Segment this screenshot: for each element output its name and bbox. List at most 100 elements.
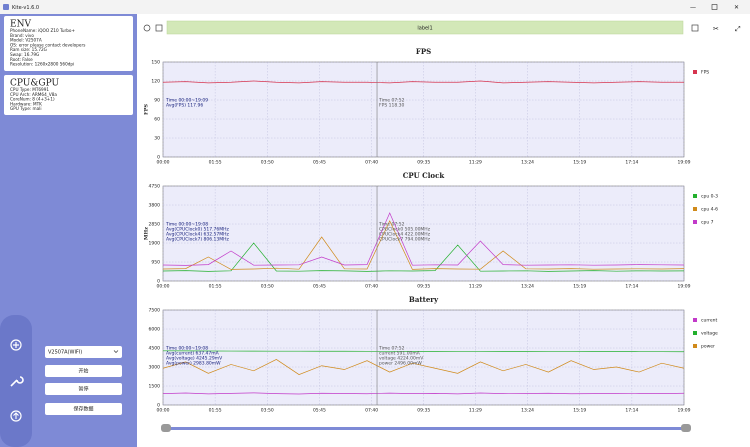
action-button[interactable] — [45, 403, 122, 415]
close[interactable]: ✕ — [734, 4, 739, 11]
action-button-label: 暂停 — [78, 386, 88, 393]
x-tick-label: 07:40 — [365, 160, 378, 166]
env-panel — [4, 16, 133, 71]
tool-icon-3[interactable] — [691, 24, 699, 32]
legend-swatch — [693, 220, 697, 224]
legend-swatch — [693, 194, 697, 198]
summary-text: Avg(CPUClock0) 517.76MHz — [166, 227, 230, 233]
legend-label: FPS — [701, 70, 709, 76]
minimize[interactable]: — — [690, 4, 696, 11]
y-axis-label: MHz — [144, 227, 150, 240]
action-button[interactable] — [45, 365, 122, 377]
x-tick-label: 19:09 — [678, 408, 691, 414]
legend-label: cpu 0-3 — [701, 194, 718, 200]
app-icon — [3, 4, 9, 10]
legend-label: power — [701, 344, 715, 350]
action-button[interactable] — [45, 383, 122, 395]
upload-arrow — [13, 412, 19, 419]
x-tick-label: 03:50 — [261, 160, 274, 166]
y-tick-label: 0 — [157, 155, 160, 161]
x-tick-label: 13:24 — [521, 160, 534, 166]
x-tick-label: 17:14 — [625, 284, 638, 290]
x-tick-label: 07:40 — [365, 408, 378, 414]
add-icon[interactable] — [10, 339, 22, 351]
tool-icon-5[interactable]: ⤢ — [735, 25, 741, 33]
info-line: OS: error please contact developers — [10, 42, 85, 47]
info-line: CPU Arch: ARM64_V8a — [10, 92, 57, 97]
label-text: label1 — [417, 26, 432, 32]
x-tick-label: 15:19 — [573, 408, 586, 414]
x-tick-label: 05:45 — [313, 284, 326, 290]
legend-swatch — [693, 344, 697, 348]
y-tick-label: 3800 — [149, 203, 161, 209]
cursor-text: FPS 118.30 — [379, 103, 404, 109]
device-select[interactable] — [45, 346, 122, 358]
legend-swatch — [693, 318, 697, 322]
y-tick-label: 30 — [154, 136, 160, 142]
add-icon-plus — [13, 342, 19, 348]
legend-label: current — [701, 318, 717, 324]
time-slider[interactable] — [163, 427, 690, 430]
summary-text: Avg(voltage) 4245.29mV — [166, 356, 223, 362]
x-tick-label: 19:09 — [678, 284, 691, 290]
legend-label: voltage — [701, 331, 718, 337]
plot-area — [162, 309, 685, 406]
x-tick-label: 07:40 — [365, 284, 378, 290]
x-tick-label: 05:45 — [313, 160, 326, 166]
x-tick-label: 01:55 — [209, 160, 222, 166]
x-tick-label: 11:29 — [469, 408, 482, 414]
info-line: GPU Type: mali — [10, 106, 42, 111]
info-line: CoreNum: 8 (4+3+1) — [10, 97, 55, 102]
legend-swatch — [693, 70, 697, 74]
title-bar — [0, 0, 750, 14]
cursor-text: voltage 4224.00mV — [379, 356, 424, 362]
plot-area — [162, 61, 685, 158]
summary-text: Time 00:00~19:08 — [165, 222, 208, 228]
y-tick-label: 150 — [151, 60, 160, 66]
info-line: Ram size: 15.72G — [10, 47, 47, 52]
x-tick-label: 17:14 — [625, 160, 638, 166]
cursor-text: Time 07:52 — [378, 346, 405, 352]
x-tick-label: 01:55 — [209, 408, 222, 414]
slider-handle-left[interactable] — [161, 424, 171, 432]
y-tick-label: 4500 — [149, 346, 161, 352]
y-tick-label: 60 — [154, 117, 160, 123]
summary-text: Avg(FPS) 117.96 — [166, 103, 203, 109]
label-bar — [166, 20, 684, 35]
x-tick-label: 13:24 — [521, 408, 534, 414]
settings-icon[interactable] — [10, 376, 24, 387]
tool-icon-2[interactable] — [155, 24, 163, 32]
chart-title: CPU Clock — [403, 171, 445, 180]
maximize[interactable] — [711, 4, 718, 10]
series-line — [162, 392, 685, 395]
y-tick-label: 950 — [151, 260, 160, 266]
env-title: ENV — [10, 20, 31, 30]
x-tick-label: 09:35 — [417, 284, 430, 290]
action-button-label: 保存数据 — [73, 406, 93, 413]
cursor-text: CPUClock7 794.00MHz — [379, 237, 431, 243]
summary-text: Avg(power) 2983.80mW — [166, 361, 221, 367]
series-line — [162, 242, 685, 272]
info-line: Resolution: 1260x2800 560dpi — [10, 62, 74, 67]
series-line — [162, 80, 684, 84]
y-tick-label: 90 — [154, 98, 160, 104]
tool-icon-4[interactable]: ✂ — [713, 25, 719, 33]
x-tick-label: 03:50 — [261, 284, 274, 290]
info-line: PhoneName: iQOO Z10 Turbo+ — [10, 28, 75, 33]
summary-text: Avg(CPUClock4) 632.57MHz — [166, 232, 230, 238]
series-line — [162, 358, 685, 375]
upload-icon[interactable] — [10, 410, 22, 422]
x-tick-label: 00:00 — [157, 408, 170, 414]
info-line: Root: False — [10, 57, 33, 62]
y-tick-label: 1500 — [149, 384, 161, 390]
cpu-gpu-title: CPU&GPU — [10, 79, 59, 89]
chart-title: Battery — [409, 295, 439, 304]
tool-icon-1[interactable] — [143, 24, 151, 32]
x-tick-label: 05:45 — [313, 408, 326, 414]
slider-handle-right[interactable] — [681, 424, 691, 432]
x-tick-label: 01:55 — [209, 284, 222, 290]
info-line: Hardware: MTK — [10, 101, 42, 106]
y-tick-label: 7500 — [149, 308, 161, 314]
x-tick-label: 09:35 — [417, 160, 430, 166]
